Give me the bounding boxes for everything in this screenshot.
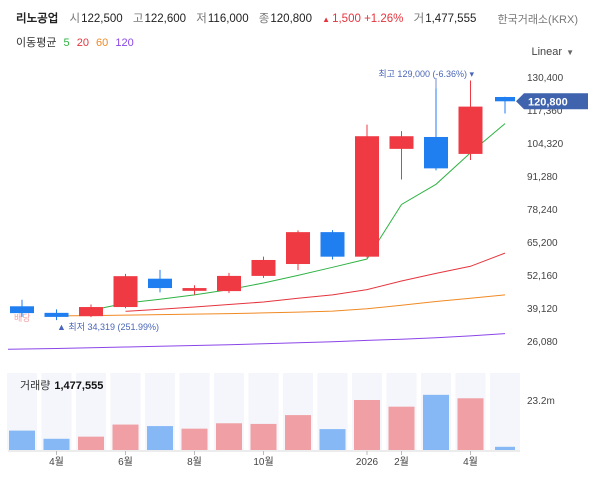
candle-up (251, 259, 276, 276)
candle-down (10, 306, 34, 314)
volume-tick-label: 23.2m (527, 396, 555, 407)
candle-down (148, 278, 172, 289)
candle-up (458, 106, 483, 154)
price-tick-label: 130,400 (527, 73, 564, 84)
ma-legend[interactable]: 이동평균 5 20 60 120 (16, 34, 138, 50)
time-tick-label: 2026 (356, 457, 379, 468)
volume-bar (495, 446, 515, 450)
chart-annotations: 최고 129,000 (-6.36%) ▾ ▲ 최저 34,319 (251.99… (14, 69, 588, 332)
high-annotation: 최고 129,000 (-6.36%) ▾ (378, 69, 474, 79)
volume-column-bg (41, 373, 72, 450)
volume-column-bg (490, 373, 520, 450)
candle-up (79, 307, 103, 317)
current-price-tag (516, 93, 588, 110)
candle-up (389, 136, 414, 149)
time-tick-label: 8월 (187, 456, 202, 468)
volume-bar (285, 415, 311, 450)
volume-bar (147, 426, 173, 450)
candle-up (182, 288, 207, 291)
time-tick-label: 4월 (463, 456, 478, 468)
high-label: 고 (132, 13, 144, 25)
open-value: 122,500 (81, 13, 123, 25)
candle-up (355, 136, 379, 257)
volume-bars (9, 394, 515, 450)
candle-down (320, 232, 345, 257)
exchange-name: 한국거래소(KRX) (497, 14, 578, 26)
low-annotation: ▲ 최저 34,319 (251.99%) (57, 322, 159, 332)
volume-bar (9, 430, 35, 450)
candles (10, 80, 515, 321)
price-tick-label: 39,120 (527, 304, 558, 315)
price-tick-label: 117,360 (527, 106, 563, 117)
moving-average-lines (7, 123, 506, 350)
price-tick-label: 104,320 (527, 139, 564, 150)
ma-60-label: 60 (96, 37, 109, 49)
volume-panel-label: 거래량 1,477,555 (20, 377, 103, 393)
volume-label: 거 (413, 13, 425, 25)
volume-bar (181, 428, 208, 450)
volume-bar (354, 400, 380, 450)
candle-up (286, 232, 310, 265)
volume-bar (457, 398, 484, 450)
open-label: 시 (69, 13, 81, 25)
volume-bar (388, 406, 415, 450)
candle-up (113, 276, 138, 308)
scale-mode: Linear (531, 46, 563, 58)
ma-5-line (90, 123, 506, 311)
close-label: 종 (258, 13, 270, 25)
time-tick-label: 6월 (118, 456, 133, 468)
volume-panel-value: 1,477,555 (54, 380, 104, 392)
ma-20-label: 20 (76, 37, 89, 49)
high-value: 122,600 (144, 13, 187, 25)
stock-name: 리노공업 (16, 13, 59, 25)
price-axis: 130,400 117,360 104,320 91,280 78,240 65,200 5… (527, 73, 564, 407)
volume-value: 1,477,555 (425, 13, 477, 25)
close-value: 120,800 (270, 13, 312, 25)
ma-5-label: 5 (63, 37, 70, 49)
ma-20-line (125, 252, 506, 312)
volume-bar (78, 436, 104, 450)
scale-selector[interactable]: Linear ▼ (532, 46, 575, 58)
time-tick-label: 2월 (394, 456, 409, 468)
price-tick-label: 65,200 (527, 238, 558, 249)
quote-header: 리노공업 시122,500 고122,600 저116,000 종120,800… (16, 10, 483, 26)
price-tick-label: 78,240 (527, 205, 558, 216)
change-value: 1,500 +1.26% (332, 13, 404, 25)
ma-60-line (56, 294, 506, 317)
chevron-down-icon: ▼ (566, 48, 574, 57)
candle-up (217, 275, 241, 292)
candle-down (44, 312, 69, 317)
low-label: 저 (196, 13, 207, 25)
change-arrow-icon: ▲ (322, 15, 331, 24)
volume-bar (250, 423, 277, 450)
price-tick-label: 52,160 (527, 271, 558, 282)
current-price-label: 120,800 (528, 96, 568, 108)
candle-down (495, 96, 515, 102)
volume-bar (423, 394, 449, 450)
time-axis: 4월 6월 8월 10월 2026 2월 4월 (8, 450, 520, 468)
ma-120-label: 120 (115, 37, 134, 49)
time-tick-label: 10월 (253, 456, 273, 468)
volume-panel-title: 거래량 (20, 380, 51, 392)
time-tick-label: 4월 (49, 456, 64, 468)
candle-down (424, 136, 448, 169)
price-tick-label: 26,080 (527, 337, 558, 348)
low-value: 116,000 (207, 13, 249, 25)
price-tick-label: 91,280 (527, 172, 558, 183)
dividend-marker: 배당 (14, 313, 31, 323)
ma-legend-label: 이동평균 (16, 37, 57, 49)
ma-120-line (7, 333, 506, 350)
volume-bar (112, 424, 139, 450)
volume-bar (43, 438, 70, 450)
volume-bar (216, 423, 242, 450)
volume-bar (319, 429, 346, 450)
